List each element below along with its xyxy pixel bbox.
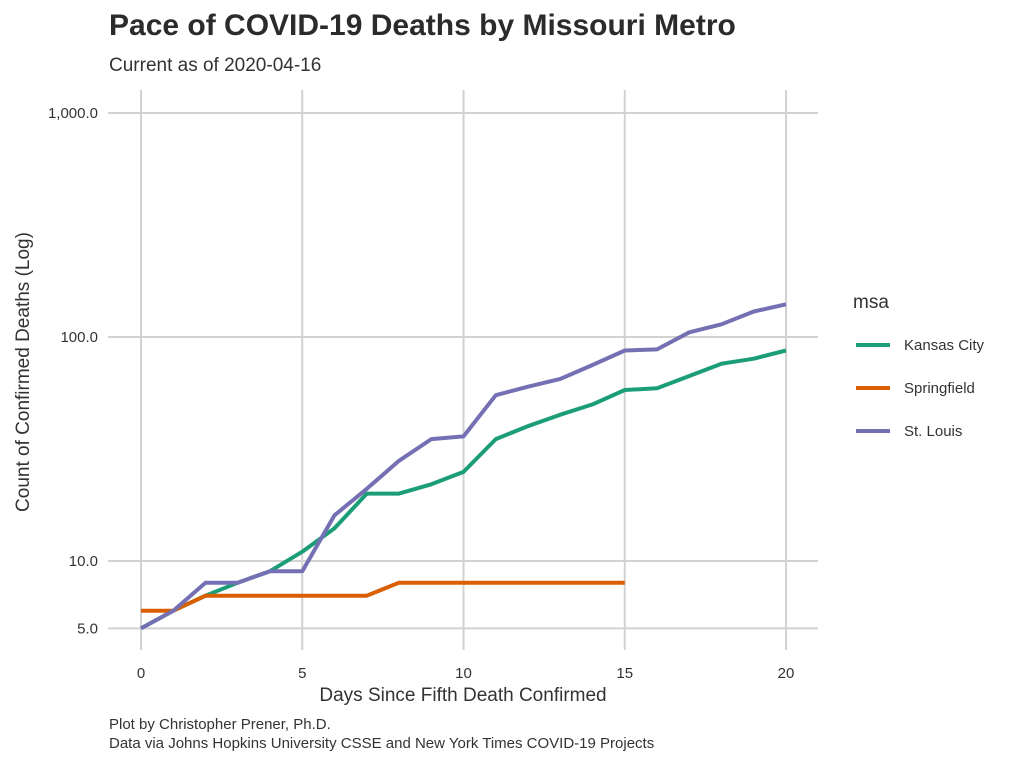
x-tick-label-5: 5 xyxy=(298,665,306,682)
chart-caption: Plot by Christopher Prener, Ph.D. Data v… xyxy=(109,715,654,753)
legend: msa Kansas City Springfield St. Louis xyxy=(853,292,985,440)
series-lines xyxy=(140,302,787,631)
y-axis-title: Count of Confirmed Deaths (Log) xyxy=(13,232,34,512)
chart-subtitle: Current as of 2020-04-16 xyxy=(109,55,322,76)
y-axis-ticks: 5.0 10.0 100.0 1,000.0 xyxy=(48,105,98,637)
grid xyxy=(108,90,818,650)
x-axis-title: Days Since Fifth Death Confirmed xyxy=(319,685,606,706)
series-line-st-louis xyxy=(140,302,787,631)
chart-title: Pace of COVID-19 Deaths by Missouri Metr… xyxy=(109,9,736,42)
x-tick-label-0: 0 xyxy=(137,665,145,682)
legend-title: msa xyxy=(853,292,889,313)
y-tick-label-5: 5.0 xyxy=(77,620,98,637)
x-tick-label-10: 10 xyxy=(455,665,472,682)
y-tick-label-1000: 1,000.0 xyxy=(48,105,98,122)
legend-label-kansas-city: Kansas City xyxy=(904,337,985,354)
x-axis-ticks: 0 5 10 15 20 xyxy=(137,665,795,682)
y-tick-label-100: 100.0 xyxy=(60,329,98,346)
caption-line-author: Plot by Christopher Prener, Ph.D. xyxy=(109,716,331,733)
y-tick-label-10: 10.0 xyxy=(69,553,98,570)
caption-line-source: Data via Johns Hopkins University CSSE a… xyxy=(109,735,655,752)
series-line-springfield xyxy=(141,580,625,613)
x-tick-label-15: 15 xyxy=(616,665,633,682)
legend-label-springfield: Springfield xyxy=(904,380,975,397)
legend-label-st-louis: St. Louis xyxy=(904,423,962,440)
x-tick-label-20: 20 xyxy=(778,665,795,682)
